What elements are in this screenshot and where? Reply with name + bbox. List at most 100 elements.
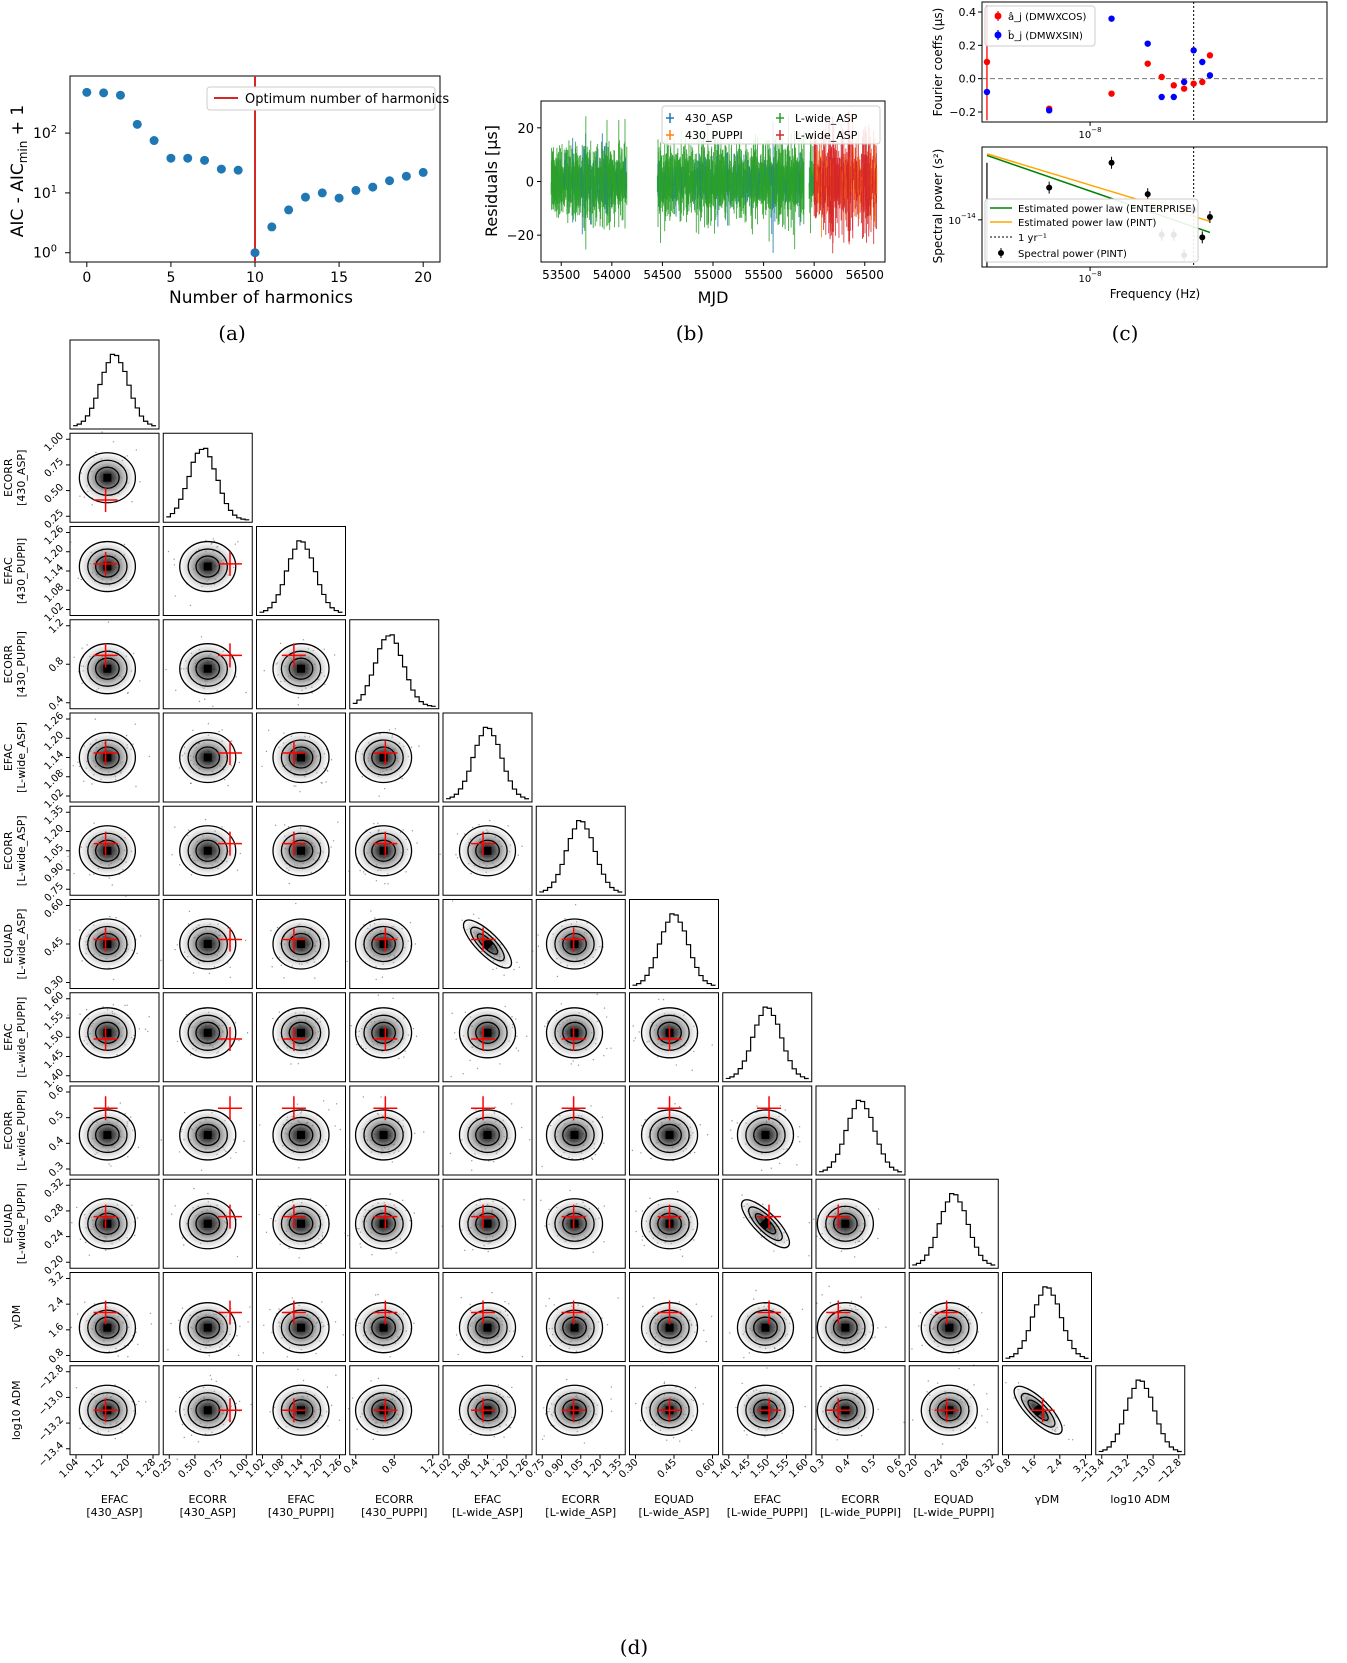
corner-contour xyxy=(187,1116,228,1154)
corner-sample xyxy=(84,1241,87,1244)
corner-sample xyxy=(115,916,117,919)
corner-sample xyxy=(290,1063,292,1065)
corner-sample xyxy=(112,441,115,443)
corner-peak xyxy=(103,940,112,948)
corner-density xyxy=(70,1301,153,1358)
corner-peak xyxy=(297,846,305,855)
corner-sample xyxy=(456,857,459,859)
corner-sample xyxy=(60,860,63,863)
corner-density xyxy=(60,822,137,897)
corner-sample xyxy=(69,487,72,489)
corner-sample xyxy=(320,1242,322,1245)
corner-sample xyxy=(828,1285,830,1287)
corner-contour xyxy=(363,1309,404,1346)
corner-contour xyxy=(78,1198,137,1250)
corner-sample xyxy=(513,968,515,971)
corner-contour xyxy=(272,1007,330,1059)
corner-sample xyxy=(183,1244,185,1246)
corner-contour xyxy=(363,925,404,963)
corner-sample xyxy=(189,782,192,784)
corner-sample xyxy=(107,1106,109,1108)
corner-sample xyxy=(192,972,195,974)
corner-sample xyxy=(812,1336,814,1339)
corner-sample xyxy=(603,1007,606,1009)
panel-b-legend-label: 430_PUPPI xyxy=(685,129,743,142)
corner-peak xyxy=(103,1028,112,1037)
corner-contour xyxy=(640,1198,699,1250)
corner-sample xyxy=(471,1160,473,1162)
corner-peak xyxy=(203,1130,212,1139)
corner-contour xyxy=(467,1116,508,1154)
corner-contour xyxy=(288,932,314,956)
corner-contour xyxy=(736,1109,795,1161)
panel-c-top-point xyxy=(1199,78,1206,86)
corner-density xyxy=(77,915,142,981)
corner-contour xyxy=(179,643,237,695)
corner-contour xyxy=(195,932,221,956)
corner-sample xyxy=(510,1103,513,1105)
panel-a-xtick-label: 5 xyxy=(166,270,175,286)
corner-contour xyxy=(94,555,120,578)
corner-sample xyxy=(123,543,126,546)
corner-sample xyxy=(167,550,170,553)
corner-sample xyxy=(603,1054,605,1057)
panel-b-caption: (b) xyxy=(676,321,704,345)
corner-sample xyxy=(492,1160,495,1163)
corner-sample xyxy=(556,975,559,978)
corner-sample xyxy=(101,431,103,433)
corner-sample xyxy=(489,819,491,822)
corner-sample xyxy=(521,1355,524,1358)
corner-sample xyxy=(350,1025,352,1027)
corner-sample xyxy=(808,1255,810,1257)
corner-sample xyxy=(681,1255,684,1257)
corner-sample xyxy=(131,1204,133,1206)
corner-sample xyxy=(237,541,239,543)
panel-a-point xyxy=(132,119,142,129)
corner-contour xyxy=(753,1316,778,1339)
corner-sample xyxy=(760,1169,763,1172)
corner-contour xyxy=(272,1109,330,1161)
corner-sample xyxy=(374,917,376,919)
corner-contour xyxy=(288,1021,314,1044)
corner-density xyxy=(342,1293,415,1358)
corner-contour xyxy=(78,731,137,784)
corner-sample xyxy=(83,496,85,498)
corner-contour xyxy=(736,1302,795,1354)
corner-contour xyxy=(832,1212,858,1235)
corner-sample xyxy=(297,696,300,699)
corner-sample xyxy=(138,1028,141,1030)
corner-contour xyxy=(280,1309,322,1346)
corner-sample xyxy=(229,966,231,968)
corner-sample xyxy=(528,1139,531,1141)
corner-sample xyxy=(283,977,285,979)
panel-c-legend-b: b̂_j (DMWXSIN) xyxy=(1008,29,1083,42)
corner-sample xyxy=(741,1194,743,1196)
corner-contour xyxy=(753,1123,778,1147)
corner-peak xyxy=(297,753,305,762)
corner-density xyxy=(911,1301,983,1366)
corner-sample xyxy=(299,790,301,793)
corner-contour xyxy=(467,1205,508,1242)
corner-sample xyxy=(877,1208,880,1210)
corner-sample xyxy=(967,1306,970,1308)
panel-c-top-ytick-label: 0.4 xyxy=(959,6,977,19)
corner-sample xyxy=(364,873,366,875)
corner-peak xyxy=(665,1323,674,1332)
corner-sample xyxy=(469,1303,471,1306)
corner-sample xyxy=(516,961,518,964)
corner-sample xyxy=(246,1032,249,1034)
corner-sample xyxy=(88,1254,91,1256)
corner-sample xyxy=(877,1237,879,1240)
corner-contour xyxy=(87,548,128,585)
corner-contour xyxy=(288,1316,314,1339)
corner-sample xyxy=(243,1140,245,1142)
corner-sample xyxy=(693,1239,695,1241)
corner-sample xyxy=(693,1151,696,1154)
corner-sample xyxy=(784,1109,786,1111)
corner-sample xyxy=(416,842,418,844)
panel-a-legend: Optimum number of harmonics xyxy=(206,86,449,111)
corner-sample xyxy=(187,829,190,831)
corner-sample xyxy=(174,826,176,828)
panel-c-bottom-ytick-label: 10−14 xyxy=(948,212,976,227)
corner-peak xyxy=(483,846,492,855)
